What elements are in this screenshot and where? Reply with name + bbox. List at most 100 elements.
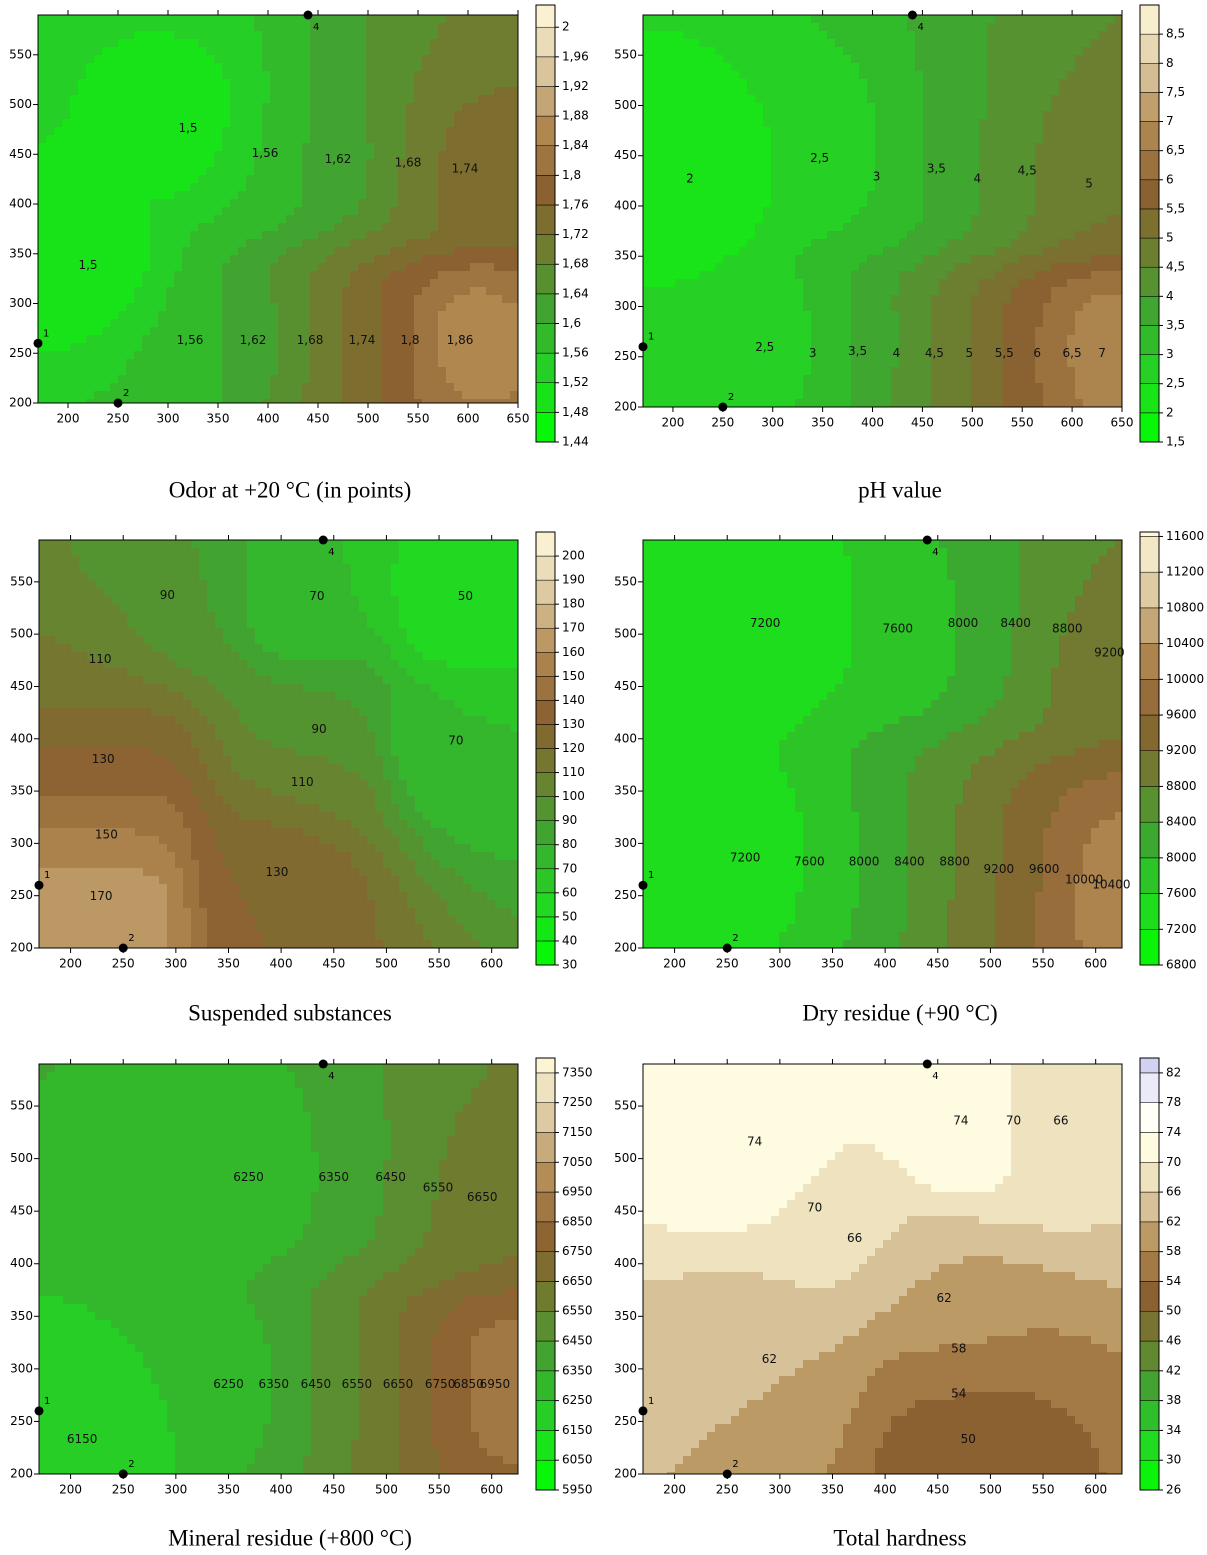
field-cell xyxy=(502,343,510,351)
field-cell xyxy=(755,47,763,55)
field-cell xyxy=(302,135,310,143)
field-cell xyxy=(494,383,502,391)
field-cell xyxy=(342,39,350,47)
field-cell xyxy=(755,23,763,31)
field-cell xyxy=(294,15,302,23)
field-cell xyxy=(739,375,747,383)
field-cell xyxy=(651,87,659,95)
field-cell xyxy=(118,231,126,239)
field-cell xyxy=(382,207,390,215)
field-cell xyxy=(478,287,486,295)
field-cell xyxy=(827,103,835,111)
field-cell xyxy=(843,375,851,383)
field-cell xyxy=(102,215,110,223)
field-cell xyxy=(859,79,867,87)
field-cell xyxy=(398,71,406,79)
field-cell xyxy=(270,231,278,239)
field-cell xyxy=(803,215,811,223)
field-cell xyxy=(262,247,270,255)
field-cell xyxy=(779,359,787,367)
field-cell xyxy=(502,327,510,335)
field-cell xyxy=(38,15,46,23)
field-cell xyxy=(803,199,811,207)
field-cell xyxy=(86,135,94,143)
field-cell xyxy=(86,95,94,103)
field-cell xyxy=(294,255,302,263)
field-cell xyxy=(795,167,803,175)
field-cell xyxy=(118,327,126,335)
field-cell xyxy=(406,143,414,151)
field-cell xyxy=(915,327,923,335)
field-cell xyxy=(787,311,795,319)
field-cell xyxy=(158,287,166,295)
field-cell xyxy=(166,103,174,111)
field-cell xyxy=(302,359,310,367)
field-cell xyxy=(46,143,54,151)
field-cell xyxy=(222,39,230,47)
field-cell xyxy=(54,287,62,295)
field-cell xyxy=(182,55,190,63)
field-cell xyxy=(931,239,939,247)
field-cell xyxy=(414,207,422,215)
field-cell xyxy=(198,375,206,383)
field-cell xyxy=(859,335,867,343)
field-cell xyxy=(358,391,366,399)
colorbar-tick-label: 1,6 xyxy=(562,316,581,330)
field-cell xyxy=(659,103,667,111)
field-cell xyxy=(667,303,675,311)
field-cell xyxy=(667,223,675,231)
field-cell xyxy=(923,343,931,351)
field-cell xyxy=(342,295,350,303)
field-cell xyxy=(262,327,270,335)
field-cell xyxy=(819,359,827,367)
field-cell xyxy=(358,103,366,111)
field-cell xyxy=(414,367,422,375)
field-cell xyxy=(667,127,675,135)
field-cell xyxy=(246,87,254,95)
field-cell xyxy=(651,391,659,399)
field-cell xyxy=(923,215,931,223)
field-cell xyxy=(126,287,134,295)
field-cell xyxy=(174,31,182,39)
field-cell xyxy=(947,151,955,159)
field-cell xyxy=(707,79,715,87)
field-cell xyxy=(755,87,763,95)
field-cell xyxy=(254,143,262,151)
field-cell xyxy=(723,359,731,367)
field-cell xyxy=(62,151,70,159)
field-cell xyxy=(715,223,723,231)
field-cell xyxy=(875,367,883,375)
field-cell xyxy=(843,279,851,287)
field-cell xyxy=(390,327,398,335)
field-cell xyxy=(859,375,867,383)
field-cell xyxy=(683,87,691,95)
field-cell xyxy=(891,103,899,111)
field-cell xyxy=(294,183,302,191)
field-cell xyxy=(923,143,931,151)
field-cell xyxy=(230,71,238,79)
field-cell xyxy=(382,343,390,351)
field-cell xyxy=(70,31,78,39)
field-cell xyxy=(843,135,851,143)
field-cell xyxy=(955,135,963,143)
field-cell xyxy=(454,119,462,127)
field-cell xyxy=(939,135,947,143)
field-cell xyxy=(478,215,486,223)
field-cell xyxy=(262,15,270,23)
field-cell xyxy=(358,375,366,383)
field-cell xyxy=(446,199,454,207)
field-cell xyxy=(110,247,118,255)
field-cell xyxy=(382,223,390,231)
field-cell xyxy=(310,103,318,111)
field-cell xyxy=(939,351,947,359)
field-cell xyxy=(334,287,342,295)
field-cell xyxy=(851,295,859,303)
field-cell xyxy=(510,55,518,63)
field-cell xyxy=(462,303,470,311)
field-cell xyxy=(278,359,286,367)
field-cell xyxy=(494,271,502,279)
field-cell xyxy=(70,279,78,287)
field-cell xyxy=(406,319,414,327)
field-cell xyxy=(238,287,246,295)
field-cell xyxy=(883,239,891,247)
